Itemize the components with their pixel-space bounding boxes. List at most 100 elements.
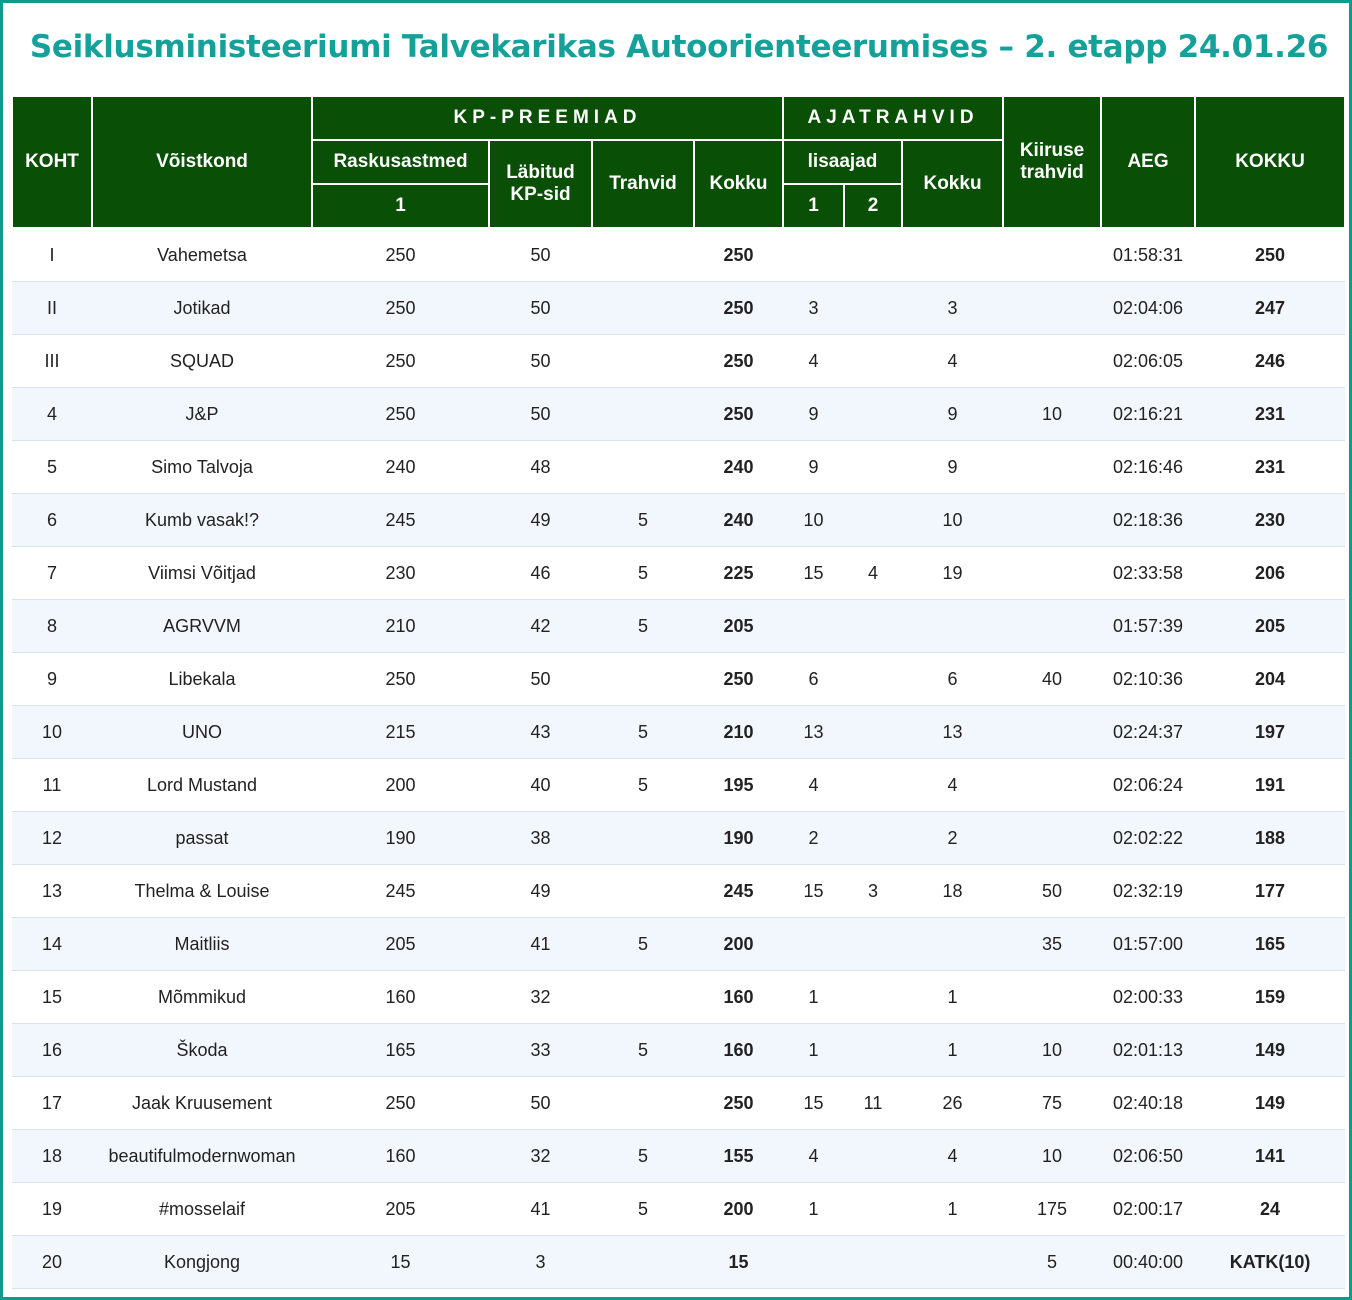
cell-kp-kokku: 240 [694, 440, 784, 494]
cell-lisaaeg-1: 10 [783, 493, 845, 547]
cell-labitud: 50 [489, 652, 592, 706]
cell-lisaaeg-1 [783, 1235, 845, 1289]
table-row: 8 AGRVVM 210 42 5 205 01:57:39 205 [12, 599, 1346, 653]
table-row: III SQUAD 250 50 250 4 4 02:06:05 246 [12, 334, 1346, 388]
cell-lisaaeg-2 [844, 705, 903, 759]
cell-labitud: 41 [489, 917, 592, 971]
cell-kiiruse-trahvid [1003, 599, 1102, 653]
cell-aeg-kokku: 9 [902, 387, 1004, 441]
cell-lisaaeg-1: 4 [783, 1129, 845, 1183]
cell-kokku: 149 [1195, 1076, 1346, 1130]
cell-place: 9 [12, 652, 92, 706]
cell-kp-kokku: 250 [694, 1076, 784, 1130]
header-lisaajad: lisaajad [782, 139, 904, 185]
cell-aeg: 02:02:22 [1101, 811, 1196, 865]
cell-kokku: 177 [1195, 864, 1346, 918]
cell-lisaaeg-2 [844, 599, 903, 653]
cell-place: 14 [12, 917, 92, 971]
table-row: 9 Libekala 250 50 250 6 6 40 02:10:36 204 [12, 652, 1346, 706]
cell-team: Škoda [92, 1023, 312, 1077]
cell-aeg: 02:06:05 [1101, 334, 1196, 388]
cell-raskusastmed: 245 [312, 493, 489, 547]
table-row: 13 Thelma & Louise 245 49 245 15 3 18 50 02:32:19… [12, 864, 1346, 918]
cell-labitud: 49 [489, 493, 592, 547]
cell-trahvid: 5 [592, 1129, 694, 1183]
cell-labitud: 33 [489, 1023, 592, 1077]
table-row: 16 Škoda 165 33 5 160 1 1 10 02:01:13 149 [12, 1023, 1346, 1077]
cell-aeg-kokku: 18 [902, 864, 1004, 918]
cell-trahvid [592, 228, 694, 282]
header-kokku: KOKKU [1194, 95, 1347, 229]
cell-aeg-kokku: 19 [902, 546, 1004, 600]
header-raskusastmed-sub: 1 [311, 183, 490, 229]
cell-lisaaeg-1: 13 [783, 705, 845, 759]
cell-lisaaeg-2 [844, 1129, 903, 1183]
cell-team: Mõmmikud [92, 970, 312, 1024]
cell-lisaaeg-2 [844, 1182, 903, 1236]
cell-trahvid [592, 334, 694, 388]
cell-labitud: 32 [489, 1129, 592, 1183]
cell-kiiruse-trahvid [1003, 281, 1102, 335]
page-title: Seiklusministeeriumi Talvekarikas Autoor… [29, 29, 1329, 65]
cell-trahvid [592, 387, 694, 441]
cell-kiiruse-trahvid: 10 [1003, 1129, 1102, 1183]
cell-team: Kumb vasak!? [92, 493, 312, 547]
cell-raskusastmed: 210 [312, 599, 489, 653]
cell-kiiruse-trahvid: 5 [1003, 1235, 1102, 1289]
cell-kp-kokku: 190 [694, 811, 784, 865]
cell-aeg-kokku: 9 [902, 440, 1004, 494]
cell-labitud: 32 [489, 970, 592, 1024]
cell-raskusastmed: 250 [312, 387, 489, 441]
table-row: 14 Maitliis 205 41 5 200 35 01:57:00 165 [12, 917, 1346, 971]
cell-aeg: 02:32:19 [1101, 864, 1196, 918]
cell-aeg: 02:16:21 [1101, 387, 1196, 441]
cell-raskusastmed: 240 [312, 440, 489, 494]
cell-place: 16 [12, 1023, 92, 1077]
cell-lisaaeg-1: 3 [783, 281, 845, 335]
cell-kp-kokku: 225 [694, 546, 784, 600]
cell-kp-kokku: 250 [694, 281, 784, 335]
cell-aeg: 02:10:36 [1101, 652, 1196, 706]
header-voistkond: Võistkond [91, 95, 313, 229]
cell-trahvid: 5 [592, 546, 694, 600]
cell-lisaaeg-2 [844, 228, 903, 282]
cell-kokku: 24 [1195, 1182, 1346, 1236]
cell-raskusastmed: 200 [312, 758, 489, 812]
cell-aeg: 02:33:58 [1101, 546, 1196, 600]
cell-kokku: 231 [1195, 387, 1346, 441]
table-row: 12 passat 190 38 190 2 2 02:02:22 188 [12, 811, 1346, 865]
cell-labitud: 46 [489, 546, 592, 600]
cell-lisaaeg-2 [844, 334, 903, 388]
cell-lisaaeg-1 [783, 917, 845, 971]
cell-aeg: 02:40:18 [1101, 1076, 1196, 1130]
cell-lisaaeg-1: 15 [783, 864, 845, 918]
cell-lisaaeg-2 [844, 440, 903, 494]
cell-kp-kokku: 250 [694, 334, 784, 388]
cell-lisaaeg-2 [844, 1023, 903, 1077]
cell-place: 13 [12, 864, 92, 918]
results-table: KOHT Võistkond KP-PREEMIAD AJATRAHVID Ki… [11, 95, 1347, 1289]
cell-team: Thelma & Louise [92, 864, 312, 918]
cell-lisaaeg-1 [783, 599, 845, 653]
cell-place: 15 [12, 970, 92, 1024]
cell-raskusastmed: 165 [312, 1023, 489, 1077]
table-row: 6 Kumb vasak!? 245 49 5 240 10 10 02:18:36 230 [12, 493, 1346, 547]
cell-aeg-kokku [902, 228, 1004, 282]
cell-kiiruse-trahvid [1003, 493, 1102, 547]
cell-place: 12 [12, 811, 92, 865]
cell-lisaaeg-2 [844, 758, 903, 812]
cell-trahvid: 5 [592, 1182, 694, 1236]
cell-team: Maitliis [92, 917, 312, 971]
cell-aeg-kokku: 6 [902, 652, 1004, 706]
cell-lisaaeg-2: 4 [844, 546, 903, 600]
cell-trahvid: 5 [592, 758, 694, 812]
cell-kokku: 149 [1195, 1023, 1346, 1077]
cell-lisaaeg-2 [844, 387, 903, 441]
cell-raskusastmed: 160 [312, 1129, 489, 1183]
cell-lisaaeg-2 [844, 970, 903, 1024]
cell-raskusastmed: 250 [312, 228, 489, 282]
header-aeg: AEG [1100, 95, 1197, 229]
cell-labitud: 50 [489, 228, 592, 282]
cell-team: J&P [92, 387, 312, 441]
cell-aeg: 02:00:17 [1101, 1182, 1196, 1236]
